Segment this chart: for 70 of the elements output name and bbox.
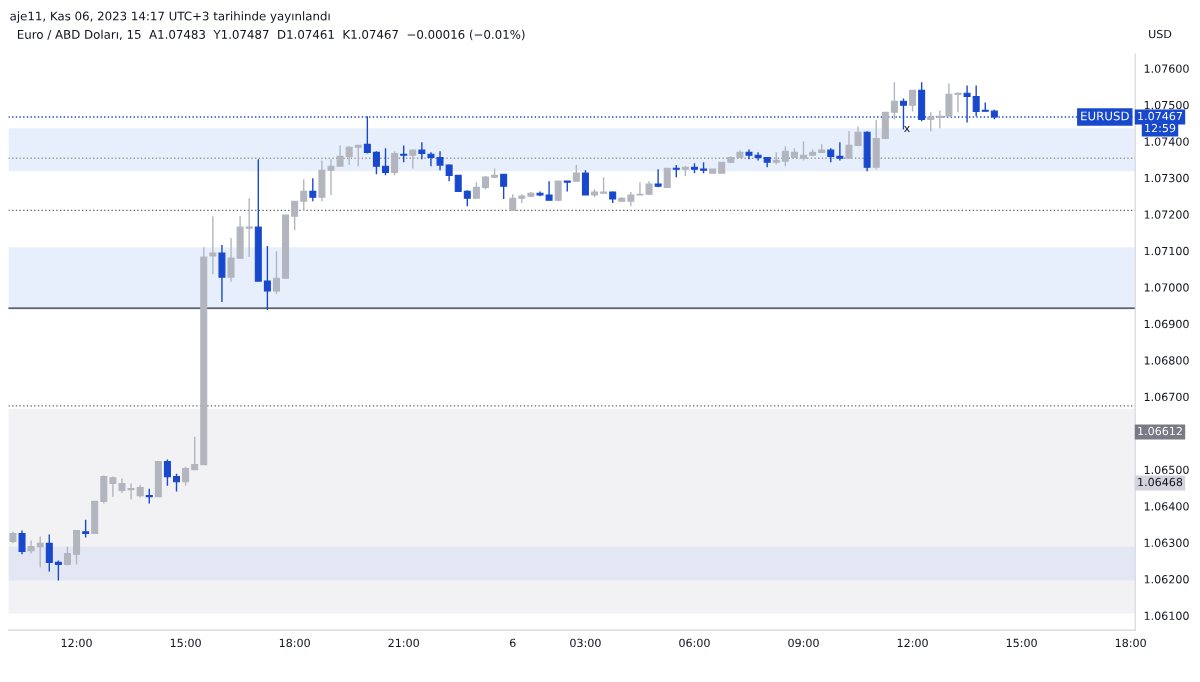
candlestick: [927, 111, 935, 132]
candlestick: [63, 545, 71, 567]
y-tick-label: 1.07200: [1144, 210, 1189, 219]
candlestick: [909, 89, 917, 113]
candlestick: [163, 458, 171, 487]
x-tick-label: 12:00: [61, 638, 92, 648]
candlestick: [45, 533, 53, 573]
candlestick: [73, 529, 81, 566]
candlestick: [581, 169, 589, 196]
x-tick-label: 18:00: [1115, 638, 1146, 648]
candlestick: [245, 197, 253, 258]
candlestick: [182, 466, 190, 487]
candlestick: [409, 148, 417, 170]
candlestick: [936, 109, 944, 129]
x-tick-label: 18:00: [279, 638, 310, 648]
x-tick-label: 21:00: [388, 638, 419, 648]
x-tick-label: 09:00: [788, 638, 819, 648]
candlestick: [372, 150, 380, 175]
y-tick-label: 1.06400: [1144, 502, 1189, 511]
candlestick: [800, 140, 808, 162]
candlestick: [300, 178, 308, 212]
text: 12:59: [1145, 123, 1176, 133]
x-tick-label: 15:00: [170, 638, 201, 648]
candlestick: [500, 173, 508, 200]
candlestick: [663, 167, 671, 188]
x-tick-label: 15:00: [1006, 638, 1037, 648]
candlestick: [291, 200, 299, 231]
candlestick: [272, 250, 280, 295]
candlestick: [345, 145, 353, 166]
y-tick-label: 1.06700: [1144, 392, 1189, 402]
candlestick: [836, 141, 844, 162]
candlestick: [391, 150, 399, 177]
candlestick: [36, 535, 44, 569]
candlestick: [209, 215, 217, 275]
candlestick: [54, 559, 62, 582]
text: 1.06468: [1138, 477, 1183, 487]
chart-subtitle: Euro / ABD Doları, 15 A1.07483 Y1.07487 D1.07461 K1.07467 −0.00016 (−0.01%): [17, 29, 525, 41]
ref-line-label: EURUSD: [1081, 111, 1129, 121]
y-tick-label: 1.06500: [1144, 465, 1189, 475]
y-tick-label: 1.07300: [1144, 173, 1189, 183]
y-tick-label: 1.07600: [1144, 64, 1189, 73]
text: USD: [1149, 29, 1172, 39]
candlestick: [263, 245, 271, 311]
x-tick-label: 12:00: [897, 638, 928, 648]
text: 1.06612: [1138, 426, 1182, 436]
candlestick: [418, 141, 426, 160]
text: 1.07467: [1138, 111, 1183, 121]
y-tick-label: 1.06200: [1144, 575, 1189, 584]
x-tick-label: 03:00: [570, 638, 601, 648]
candlestick: [18, 529, 26, 555]
y-tick-label: 1.06900: [1144, 319, 1189, 329]
y-tick-label: 1.06300: [1144, 538, 1189, 548]
y-tick-label: 1.07000: [1144, 283, 1189, 292]
candlestick: [382, 147, 390, 177]
candlestick: [890, 81, 898, 121]
x-tick-label: 06:00: [679, 638, 710, 648]
y-tick-label: 1.07500: [1144, 100, 1189, 110]
candlestick: [27, 539, 35, 555]
y-tick-label: 1.06100: [1144, 611, 1189, 620]
candlestick: [191, 436, 199, 471]
candlestick: [781, 145, 789, 167]
x-tick-label: 6: [509, 638, 516, 648]
y-tick-label: 1.06800: [1144, 356, 1189, 365]
candlestick: [354, 144, 362, 167]
y-tick-label: 1.07400: [1144, 137, 1189, 146]
annotation: x: [904, 125, 910, 133]
candlestick: [309, 177, 317, 202]
candlestick: [227, 237, 235, 283]
y-tick-label: 1.07100: [1144, 246, 1189, 256]
chart-title: aje11, Kas 06, 2023 14:17 UTC+3 tarihinde yayınlandı: [10, 11, 330, 23]
